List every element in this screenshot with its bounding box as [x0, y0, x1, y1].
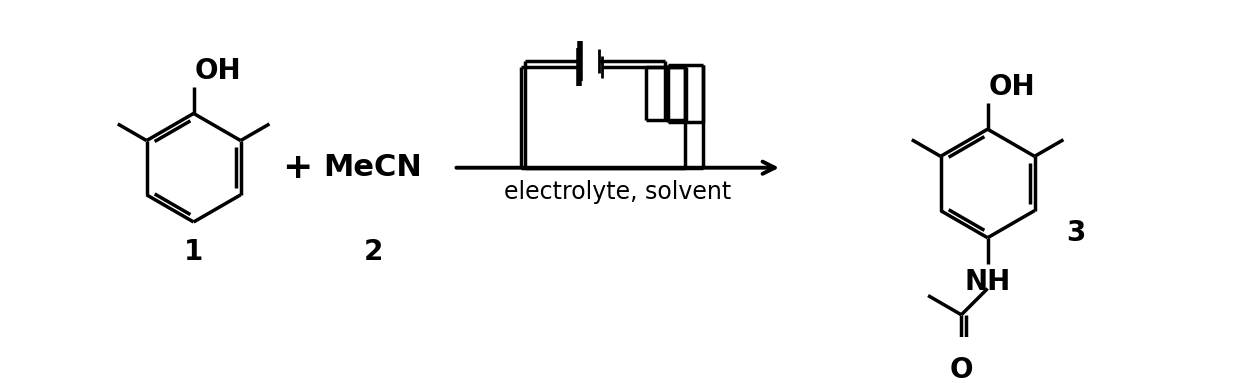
Text: NH: NH: [964, 267, 1011, 296]
Text: +: +: [282, 151, 313, 185]
Text: OH: OH: [989, 73, 1035, 101]
Text: MeCN: MeCN: [323, 153, 422, 182]
Text: OH: OH: [195, 57, 242, 85]
Text: 3: 3: [1067, 219, 1085, 247]
Text: 2: 2: [363, 238, 383, 266]
Text: O: O: [949, 356, 973, 383]
Text: 1: 1: [183, 238, 203, 266]
Text: electrolyte, solvent: electrolyte, solvent: [504, 180, 731, 204]
